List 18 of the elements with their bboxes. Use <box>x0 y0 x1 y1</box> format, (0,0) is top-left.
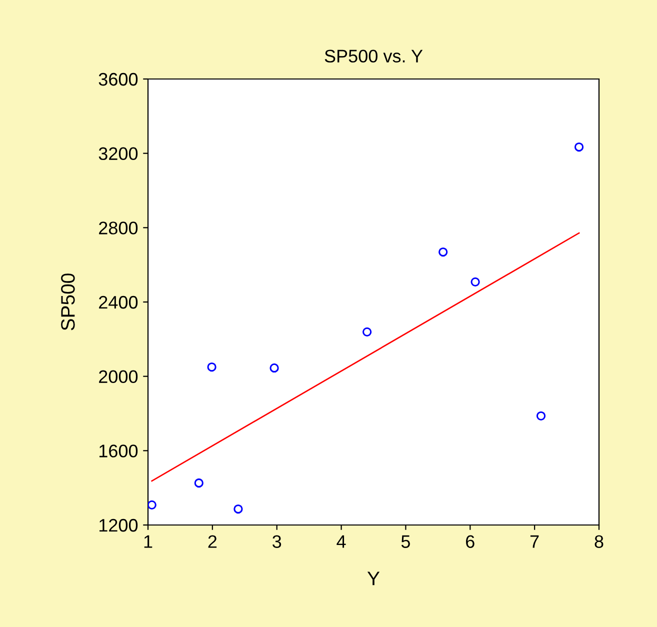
chart-title: SP500 vs. Y <box>324 50 423 63</box>
x-tick-label: 2 <box>208 535 217 548</box>
y-tick-label: 2000 <box>99 370 138 384</box>
y-axis-title: SP500 <box>61 274 75 330</box>
x-tick-label: 7 <box>530 535 539 548</box>
x-tick-label: 1 <box>144 535 152 548</box>
x-tick-label: 3 <box>272 535 282 548</box>
y-tick-label: 3600 <box>98 72 138 86</box>
y-tick-label: 2800 <box>99 222 138 234</box>
x-tick-label: 6 <box>466 535 474 548</box>
y-tick-label: 1200 <box>99 518 138 532</box>
x-tick-label: 5 <box>401 535 410 548</box>
x-tick-label: 4 <box>336 535 346 548</box>
x-axis-title: Y <box>367 572 380 586</box>
y-tick-label: 2400 <box>99 296 138 309</box>
y-tick-label: 3200 <box>98 147 138 160</box>
y-tick-label: 1600 <box>99 444 138 458</box>
x-tick-label: 8 <box>594 535 604 548</box>
